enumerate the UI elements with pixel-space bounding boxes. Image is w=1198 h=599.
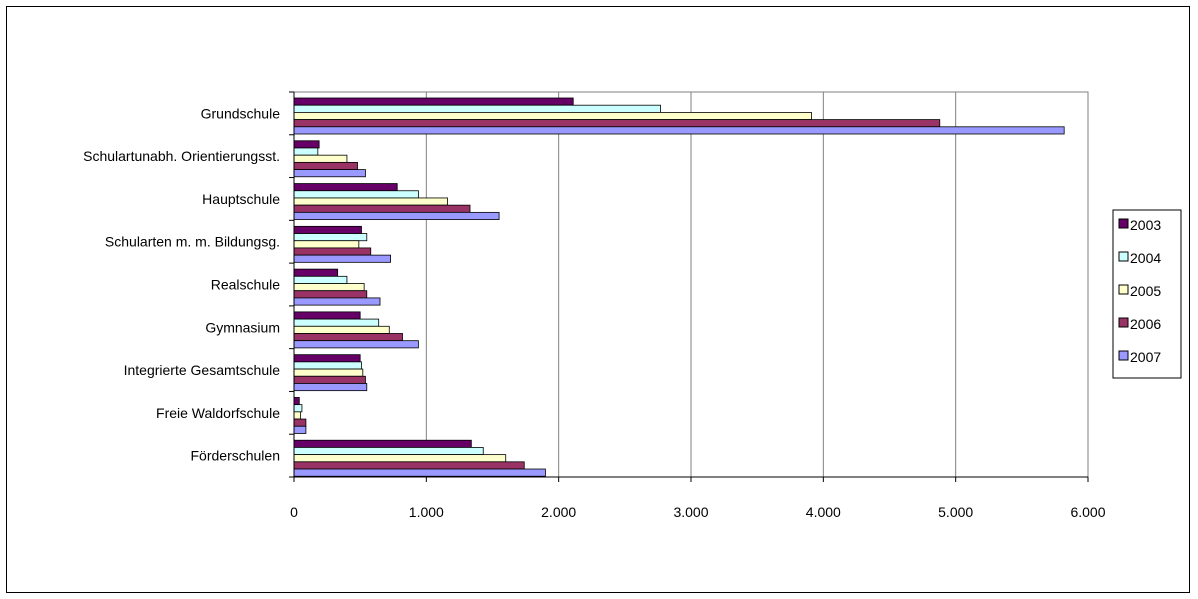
category-label: Gymnasium bbox=[205, 319, 280, 335]
bar bbox=[293, 275, 348, 284]
bar bbox=[293, 297, 381, 306]
category-label: Schulartunabh. Orientierungsst. bbox=[83, 148, 280, 164]
bar bbox=[293, 161, 358, 170]
legend-label: 2006 bbox=[1130, 316, 1161, 332]
bar bbox=[293, 211, 500, 220]
category-label: Freie Waldorfschule bbox=[156, 405, 280, 421]
category-label: Schularten m. m. Bildungsg. bbox=[105, 234, 280, 250]
bar bbox=[293, 447, 484, 456]
x-tick-labels: 0 1.000 2.000 3.000 4.000 5.000 6.000 bbox=[290, 504, 1106, 520]
bar bbox=[293, 311, 361, 320]
bar bbox=[293, 397, 300, 406]
bar bbox=[293, 290, 368, 299]
legend-swatch bbox=[1118, 284, 1129, 295]
bar bbox=[293, 283, 365, 292]
legend-swatch bbox=[1118, 251, 1129, 262]
bar bbox=[293, 204, 471, 213]
legend-label: 2004 bbox=[1130, 250, 1161, 266]
category-label: Integrierte Gesamtschule bbox=[124, 362, 281, 378]
bar bbox=[293, 147, 319, 156]
bar bbox=[293, 268, 339, 277]
legend: 2003 2004 2005 2006 2007 bbox=[1112, 209, 1182, 379]
legend-swatch bbox=[1118, 317, 1129, 328]
x-tick-label: 2.000 bbox=[541, 504, 576, 520]
bar bbox=[293, 361, 362, 370]
bar bbox=[293, 425, 307, 434]
gridlines bbox=[293, 91, 1089, 478]
bar bbox=[293, 126, 1065, 135]
x-tick-label: 6.000 bbox=[1070, 504, 1105, 520]
legend-label: 2005 bbox=[1130, 283, 1161, 299]
bar bbox=[293, 340, 419, 349]
bars bbox=[293, 97, 1065, 477]
bar bbox=[293, 112, 812, 121]
bar bbox=[293, 411, 302, 420]
legend-label: 2003 bbox=[1130, 217, 1161, 233]
bar bbox=[293, 318, 380, 327]
bar bbox=[293, 439, 472, 448]
bar bbox=[293, 154, 348, 163]
bar bbox=[293, 404, 303, 413]
bar bbox=[293, 454, 507, 463]
axes bbox=[289, 91, 1089, 482]
x-tick-label: 4.000 bbox=[806, 504, 841, 520]
bar bbox=[293, 190, 419, 199]
bar bbox=[293, 354, 361, 363]
category-label: Hauptschule bbox=[202, 191, 280, 207]
category-label: Förderschulen bbox=[191, 448, 281, 464]
bar bbox=[293, 183, 398, 192]
category-labels: Grundschule Schulartunabh. Orientierungss… bbox=[83, 105, 280, 463]
bar bbox=[293, 383, 368, 392]
bar bbox=[293, 104, 661, 113]
legend-swatch bbox=[1118, 218, 1129, 229]
x-tick-label: 5.000 bbox=[938, 504, 973, 520]
bar bbox=[293, 461, 525, 470]
bar bbox=[293, 368, 364, 377]
bar bbox=[293, 197, 448, 206]
legend-label: 2007 bbox=[1130, 349, 1161, 365]
bar bbox=[293, 140, 320, 149]
bar bbox=[293, 247, 372, 256]
legend-swatch bbox=[1118, 350, 1129, 361]
bar bbox=[293, 169, 366, 178]
bar bbox=[293, 468, 546, 477]
bar bbox=[293, 325, 390, 334]
category-label: Grundschule bbox=[201, 105, 281, 121]
category-label: Realschule bbox=[211, 277, 280, 293]
bar bbox=[293, 375, 366, 384]
bar bbox=[293, 119, 941, 128]
bar bbox=[293, 97, 574, 106]
bar bbox=[293, 225, 362, 234]
bar bbox=[293, 418, 307, 427]
bar bbox=[293, 240, 360, 249]
x-tick-label: 0 bbox=[290, 504, 298, 520]
x-tick-label: 3.000 bbox=[673, 504, 708, 520]
x-tick-label: 1.000 bbox=[409, 504, 444, 520]
bar bbox=[293, 254, 392, 263]
bar bbox=[293, 233, 368, 242]
bar bbox=[293, 333, 403, 342]
